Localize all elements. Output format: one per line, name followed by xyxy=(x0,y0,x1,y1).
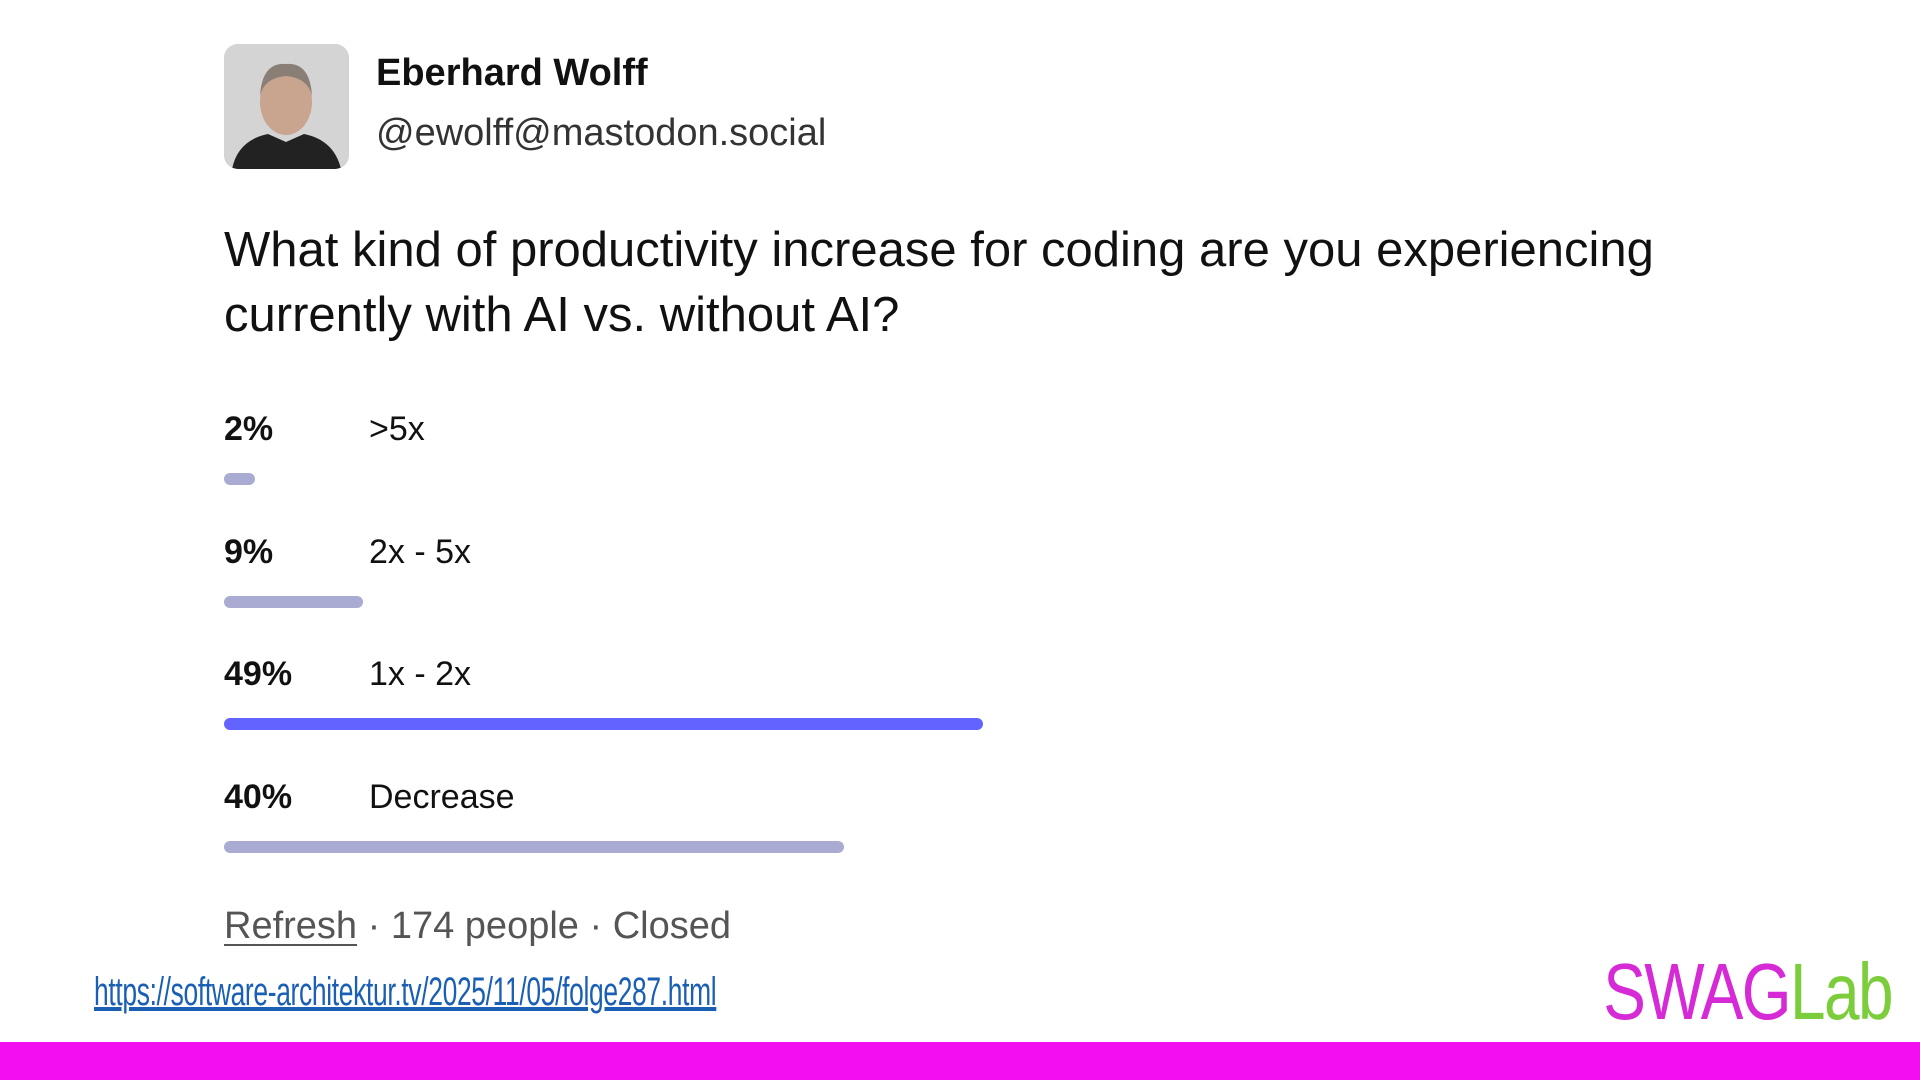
option-label: 1x - 2x xyxy=(369,655,472,693)
logo-part: Lab xyxy=(1790,947,1894,1036)
option-label: Decrease xyxy=(369,777,515,816)
option-bar xyxy=(224,473,255,485)
option-bar xyxy=(224,595,364,608)
poll-footer: Refresh · 174 people · Closed xyxy=(224,905,731,948)
separator: · xyxy=(367,905,381,947)
avatar[interactable] xyxy=(224,44,349,169)
option-percent: 49% xyxy=(224,655,293,693)
option-percent: 9% xyxy=(224,532,274,571)
option-percent: 2% xyxy=(224,410,274,448)
author-name[interactable]: Eberhard Wolff xyxy=(376,52,648,94)
option-bar xyxy=(224,718,983,730)
logo-part: SWAG xyxy=(1603,947,1791,1036)
option-bar xyxy=(224,840,844,853)
voter-count: 174 people xyxy=(390,905,579,947)
poll-question: What kind of productivity increase for c… xyxy=(224,223,1654,342)
separator: · xyxy=(589,905,603,947)
poll-status: Closed xyxy=(612,905,731,947)
refresh-link[interactable]: Refresh xyxy=(224,905,358,947)
option-percent: 40% xyxy=(224,777,293,816)
episode-link[interactable]: https://software-architektur.tv/2025/11/… xyxy=(94,970,717,1014)
option-label: >5x xyxy=(369,410,425,448)
avatar-image xyxy=(224,44,349,169)
author-handle[interactable]: @ewolff@mastodon.social xyxy=(376,112,827,154)
option-label: 2x - 5x xyxy=(369,532,472,571)
footer-band xyxy=(0,1042,1920,1080)
logo: SWAGLab xyxy=(1603,946,1894,1038)
